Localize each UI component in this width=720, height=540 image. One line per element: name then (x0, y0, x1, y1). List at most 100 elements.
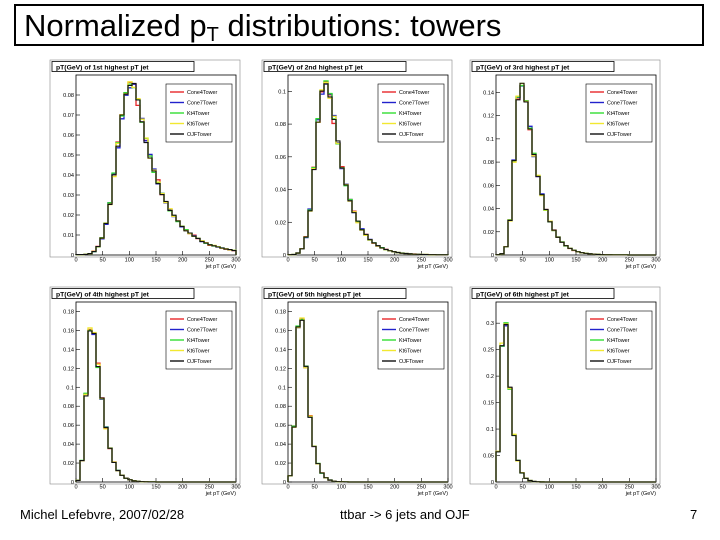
y-tick-label: 0.16 (63, 328, 74, 334)
y-tick-label: 0.14 (275, 347, 286, 353)
legend-label: Kt4Tower (187, 338, 210, 344)
legend-label: Cone4Tower (187, 90, 217, 96)
x-axis-label: jet pT (GeV) (625, 264, 656, 270)
legend-label: Cone4Tower (607, 317, 637, 323)
x-tick-label: 100 (337, 258, 346, 264)
footer-center-text: ttbar -> 6 jets and OJF (340, 507, 470, 522)
plot-panel-6: pT(GeV) of 6th highest pT jet 0 0.05 0.1 0.1… (469, 286, 661, 497)
series-line-OJFTower (75, 82, 237, 256)
plot-panel-5: pT(GeV) of 5th highest pT jet 0 0.02 0.04 0.… (261, 286, 453, 497)
y-tick-label: 0.16 (275, 328, 286, 334)
x-tick-label: 100 (125, 258, 134, 264)
y-tick-label: 0.06 (63, 133, 74, 139)
series-line-OJFTower (287, 319, 448, 483)
y-tick-label: 0.1 (486, 137, 494, 143)
panel-title: pT(GeV) of 2nd highest pT jet (268, 65, 364, 72)
x-tick-label: 100 (545, 258, 554, 264)
y-tick-label: 0.08 (275, 122, 286, 128)
x-tick-label: 250 (205, 485, 214, 491)
y-tick-label: 0.02 (63, 461, 74, 467)
x-tick-label: 50 (100, 485, 106, 491)
y-tick-label: 0.14 (483, 90, 494, 96)
y-tick-label: 0 (71, 253, 74, 259)
page-number: 7 (690, 507, 698, 522)
x-tick-label: 200 (598, 485, 607, 491)
x-tick-label: 0 (494, 258, 497, 264)
y-tick-label: 0.02 (275, 461, 286, 467)
legend-label: Kt4Tower (187, 111, 210, 117)
y-tick-label: 0.18 (63, 309, 74, 315)
panel-title-box (263, 61, 407, 72)
legend-label: Kt6Tower (399, 349, 422, 355)
series-line-OJFTower (495, 82, 656, 256)
slide-title: Normalized pT distributions: towers (24, 9, 501, 52)
y-tick-label: 0.08 (483, 160, 494, 166)
x-tick-label: 150 (151, 258, 160, 264)
y-tick-label: 0.1 (66, 385, 74, 391)
x-tick-label: 200 (178, 485, 187, 491)
x-axis-label: jet pT (GeV) (417, 264, 448, 270)
x-tick-label: 150 (151, 485, 160, 491)
y-tick-label: 0.02 (483, 230, 494, 236)
y-tick-label: 0.25 (483, 348, 494, 354)
plot-panel-4: pT(GeV) of 4th highest pT jet 0 0.02 0.04 0.… (49, 286, 241, 497)
plot-panel-2: pT(GeV) of 2nd highest pT jet 0 0.02 0.04 0.… (261, 59, 453, 270)
x-tick-label: 0 (74, 485, 77, 491)
plot-panel-1: pT(GeV) of 1st highest pT jet 0 0.01 0.02 0.… (49, 59, 241, 270)
x-tick-label: 150 (571, 258, 580, 264)
x-tick-label: 250 (417, 485, 426, 491)
y-tick-label: 0.06 (275, 423, 286, 429)
y-tick-label: 0.05 (63, 153, 74, 159)
x-tick-label: 200 (178, 258, 187, 264)
x-tick-label: 100 (545, 485, 554, 491)
plot-panel-3: pT(GeV) of 3rd highest pT jet 0 0.02 0.04 0.… (469, 59, 661, 270)
legend-label: OJFTower (187, 359, 212, 365)
title-main: Normalized p (24, 8, 207, 43)
legend-label: Cone7Tower (607, 101, 637, 107)
y-tick-label: 0.04 (275, 442, 286, 448)
y-tick-label: 0.08 (63, 404, 74, 410)
x-axis-label: jet pT (GeV) (417, 491, 448, 497)
legend-label: Cone7Tower (187, 328, 217, 334)
x-tick-label: 300 (651, 258, 660, 264)
panel-title-box (51, 61, 195, 72)
y-tick-label: 0.06 (63, 423, 74, 429)
y-tick-label: 0.04 (63, 442, 74, 448)
y-tick-label: 0 (71, 480, 74, 486)
x-tick-label: 300 (443, 485, 452, 491)
footer-author: Michel Lefebvre, 2007/02/28 (20, 507, 185, 522)
y-tick-label: 0 (491, 480, 494, 486)
panel-title: pT(GeV) of 4th highest pT jet (56, 292, 150, 299)
legend-label: Kt6Tower (607, 349, 630, 355)
x-tick-label: 200 (598, 258, 607, 264)
y-tick-label: 0.15 (483, 401, 494, 407)
y-tick-label: 0 (283, 253, 286, 259)
x-tick-label: 300 (231, 485, 240, 491)
x-axis-label: jet pT (GeV) (205, 491, 236, 497)
y-tick-label: 0.08 (275, 404, 286, 410)
y-tick-label: 0.12 (483, 114, 494, 120)
legend-label: Kt6Tower (187, 122, 210, 128)
legend-label: Cone4Tower (607, 90, 637, 96)
x-tick-label: 150 (571, 485, 580, 491)
x-tick-label: 250 (205, 258, 214, 264)
x-tick-label: 150 (363, 485, 372, 491)
plots-grid: pT(GeV) of 1st highest pT jet 0 0.01 0.02 0.… (49, 59, 661, 497)
legend-label: OJFTower (607, 132, 632, 138)
x-axis-label: jet pT (GeV) (625, 491, 656, 497)
y-tick-label: 0.3 (486, 321, 494, 327)
legend-label: Kt6Tower (607, 122, 630, 128)
legend-label: OJFTower (187, 132, 212, 138)
legend-label: Cone4Tower (187, 317, 217, 323)
panel-title: pT(GeV) of 5th highest pT jet (268, 292, 362, 299)
legend-label: Kt4Tower (399, 338, 422, 344)
series-line-OJFTower (495, 323, 656, 483)
legend-label: Cone4Tower (399, 317, 429, 323)
y-tick-label: 0.06 (275, 155, 286, 161)
x-tick-label: 0 (286, 485, 289, 491)
panel-title: pT(GeV) of 3rd highest pT jet (476, 65, 570, 72)
x-tick-label: 50 (312, 485, 318, 491)
y-tick-label: 0.12 (63, 366, 74, 372)
y-tick-label: 0.04 (275, 188, 286, 194)
x-tick-label: 250 (625, 258, 634, 264)
